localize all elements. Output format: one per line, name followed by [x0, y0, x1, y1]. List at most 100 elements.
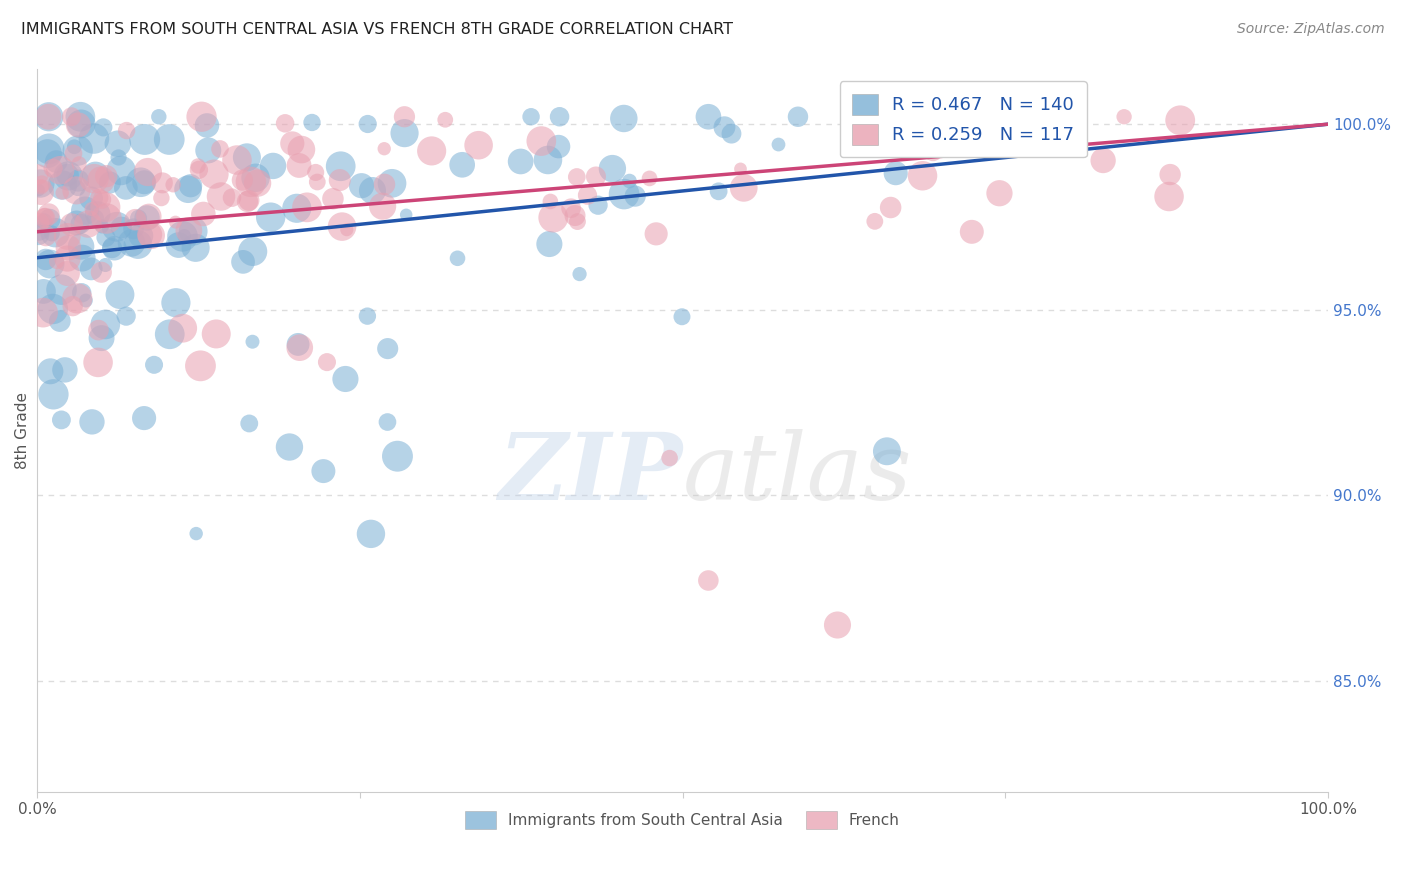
Point — [108, 287, 131, 301]
Point — [84, 211, 107, 226]
Point — [371, 199, 394, 213]
Point — [645, 227, 668, 241]
Point — [105, 219, 128, 234]
Point — [138, 210, 160, 224]
Text: ZIP: ZIP — [498, 429, 682, 518]
Point — [60, 218, 83, 232]
Point — [91, 193, 114, 207]
Point — [128, 211, 150, 226]
Text: IMMIGRANTS FROM SOUTH CENTRAL ASIA VS FRENCH 8TH GRADE CORRELATION CHART: IMMIGRANTS FROM SOUTH CENTRAL ASIA VS FR… — [21, 22, 733, 37]
Point — [63, 140, 86, 154]
Y-axis label: 8th Grade: 8th Grade — [15, 392, 30, 468]
Point — [132, 411, 155, 425]
Point — [543, 211, 565, 225]
Point — [586, 198, 609, 212]
Point — [613, 187, 636, 202]
Point — [205, 326, 228, 341]
Point — [69, 110, 91, 124]
Point — [136, 165, 159, 179]
Point — [186, 526, 208, 541]
Point — [467, 138, 489, 153]
Point — [274, 116, 297, 130]
Point — [159, 327, 181, 342]
Point — [162, 178, 184, 192]
Point — [288, 158, 311, 172]
Point — [733, 181, 755, 195]
Point — [38, 207, 60, 221]
Point — [28, 216, 51, 230]
Point — [157, 132, 180, 146]
Point — [93, 120, 115, 135]
Point — [38, 212, 60, 227]
Point — [56, 168, 79, 182]
Point — [165, 215, 187, 229]
Point — [394, 110, 416, 124]
Point — [787, 110, 810, 124]
Point — [1168, 113, 1191, 128]
Point — [209, 189, 232, 203]
Point — [103, 241, 125, 255]
Point — [172, 321, 194, 335]
Point — [381, 177, 404, 191]
Point — [202, 167, 225, 181]
Point — [129, 175, 152, 189]
Point — [141, 228, 163, 243]
Point — [330, 219, 353, 234]
Point — [548, 110, 571, 124]
Point — [51, 413, 73, 427]
Point — [394, 126, 416, 140]
Point — [336, 223, 359, 237]
Point — [110, 163, 132, 178]
Legend: Immigrants from South Central Asia, French: Immigrants from South Central Asia, Fren… — [460, 805, 905, 835]
Point — [238, 194, 260, 208]
Point — [827, 618, 849, 632]
Point — [434, 112, 457, 127]
Point — [121, 235, 143, 250]
Point — [538, 194, 561, 209]
Point — [127, 237, 149, 252]
Point — [290, 143, 312, 157]
Point — [70, 251, 93, 265]
Point — [129, 228, 152, 243]
Point — [87, 355, 110, 369]
Point — [28, 183, 51, 197]
Point — [305, 165, 328, 179]
Point — [94, 230, 117, 244]
Point — [58, 169, 80, 183]
Point — [32, 305, 55, 319]
Point — [232, 255, 254, 269]
Point — [35, 228, 58, 243]
Point — [329, 159, 352, 173]
Point — [879, 201, 901, 215]
Point — [30, 180, 52, 194]
Point — [69, 217, 91, 231]
Point — [357, 117, 380, 131]
Point — [538, 237, 561, 252]
Point — [32, 285, 55, 299]
Point — [101, 241, 124, 255]
Point — [167, 238, 190, 252]
Point — [148, 110, 170, 124]
Point — [56, 229, 79, 244]
Point — [295, 200, 318, 214]
Point — [80, 261, 103, 276]
Point — [624, 189, 647, 203]
Point — [67, 118, 90, 132]
Point — [44, 226, 66, 240]
Point — [94, 318, 117, 332]
Point — [110, 220, 132, 235]
Point — [67, 157, 90, 171]
Text: Source: ZipAtlas.com: Source: ZipAtlas.com — [1237, 22, 1385, 37]
Point — [80, 415, 103, 429]
Point — [42, 387, 65, 401]
Point — [165, 295, 187, 310]
Point — [387, 449, 409, 463]
Point — [89, 191, 111, 205]
Point — [45, 154, 67, 169]
Point — [70, 285, 93, 300]
Point — [197, 144, 219, 158]
Point — [373, 142, 395, 156]
Point — [720, 127, 742, 141]
Point — [184, 241, 207, 255]
Point — [980, 115, 1002, 129]
